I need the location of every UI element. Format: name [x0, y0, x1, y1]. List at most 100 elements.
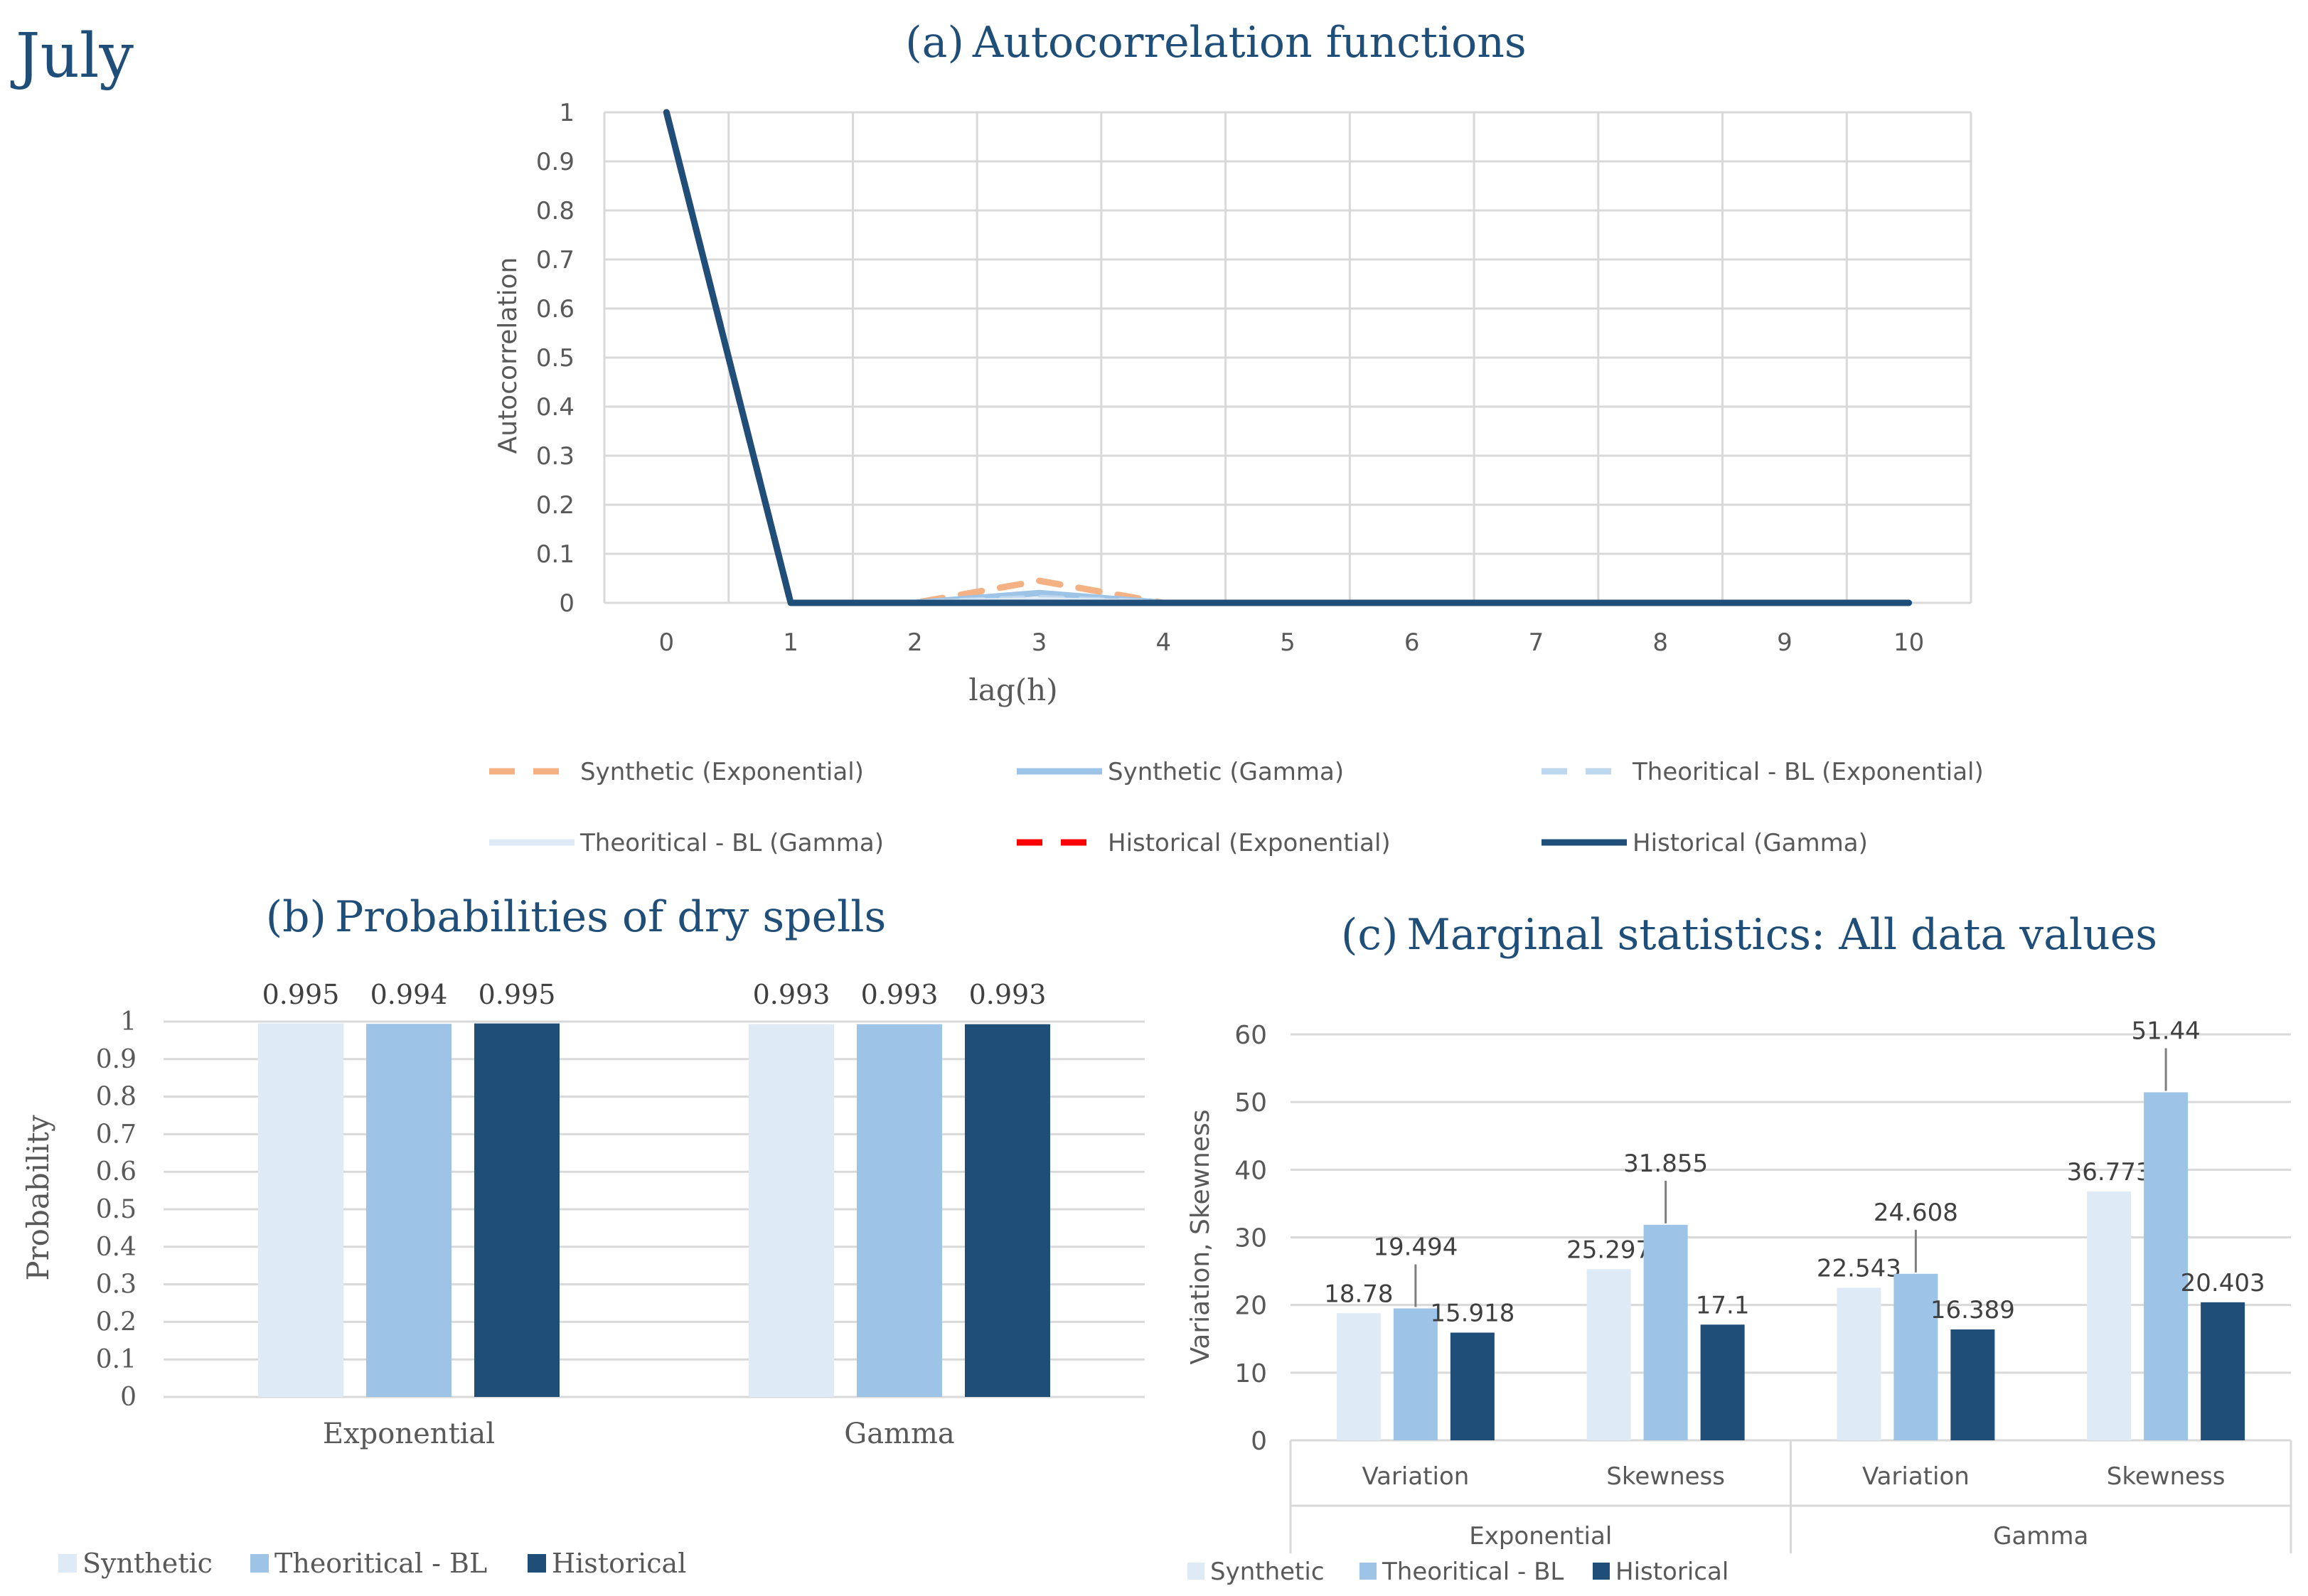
legend-label: Theoritical - BL [1382, 1558, 1564, 1586]
y-tick-label: 0.2 [96, 1307, 137, 1337]
y-tick-label: 0.7 [536, 246, 575, 274]
x-tick-label: 0 [659, 628, 675, 657]
x-tick-label: 6 [1404, 628, 1420, 657]
panel-a-title: (a) Autocorrelation functions [905, 18, 1526, 68]
panel-b-title: (b) Probabilities of dry spells [266, 892, 887, 942]
y-tick-label: 20 [1234, 1292, 1267, 1321]
x-tick-label: 2 [907, 628, 923, 657]
bar [1586, 1269, 1631, 1440]
bar [474, 1023, 560, 1397]
legend-label: Theoritical - BL (Exponential) [1632, 758, 1984, 786]
bar [749, 1024, 834, 1397]
bar-value-label: 20.403 [2181, 1269, 2265, 1297]
y-tick-label: 0.6 [96, 1157, 137, 1187]
category-label: Skewness [2107, 1462, 2226, 1491]
bar [258, 1023, 343, 1397]
bar [965, 1024, 1050, 1397]
bar [1837, 1287, 1881, 1440]
bar [2087, 1191, 2132, 1440]
y-tick-label: 1 [559, 99, 575, 127]
y-tick-label: 10 [1234, 1359, 1267, 1388]
bar [1950, 1329, 1995, 1440]
panel-b-bars: 0.995 0.994 0.995 0.993 0.993 0.993 [258, 979, 1050, 1397]
y-tick-label: 0.4 [536, 393, 575, 422]
x-tick-label: 3 [1032, 628, 1047, 657]
y-tick-label: 0.4 [96, 1233, 137, 1262]
bar-value-label: 19.494 [1373, 1233, 1458, 1261]
x-tick-label: 5 [1280, 628, 1295, 657]
panel-c-title: (c) Marginal statistics: All data values [1341, 910, 2157, 960]
bar [1700, 1324, 1745, 1440]
y-tick-label: 40 [1234, 1156, 1267, 1185]
bar-value-label: 16.389 [1930, 1296, 2015, 1324]
panel-b-y-axis-label: Probability [21, 1115, 55, 1281]
legend-swatch [1359, 1563, 1377, 1580]
bar-value-label: 18.78 [1324, 1280, 1393, 1308]
bar [1450, 1332, 1495, 1440]
x-tick-label: 4 [1155, 628, 1171, 657]
bar [1893, 1273, 1938, 1440]
y-tick-label: 0 [1251, 1427, 1267, 1456]
bar-value-label: 51.44 [2131, 1017, 2200, 1045]
legend-swatch [1593, 1563, 1610, 1580]
panel-a-series-lines [663, 109, 1913, 606]
y-tick-label: 0.5 [536, 344, 575, 373]
bar [2201, 1302, 2245, 1440]
panel-a-title-text: Autocorrelation functions [972, 18, 1527, 68]
y-tick-label: 0.9 [96, 1045, 137, 1074]
y-tick-label: 60 [1234, 1021, 1267, 1050]
x-tick-label: 1 [783, 628, 798, 657]
bar [1393, 1308, 1438, 1440]
panel-a-y-axis-label: Autocorrelation [493, 257, 523, 454]
panel-c-y-tick-labels: 0 10 20 30 40 50 60 [1234, 1021, 1267, 1456]
bar-value-label: 36.773 [2067, 1158, 2152, 1187]
panel-c-y-axis-label: Variation, Skewness [1186, 1109, 1215, 1364]
bar-value-label: 22.543 [1817, 1254, 1901, 1282]
panel-c-bars: 18.78 19.494 15.918 25.297 31.855 17.1 22.543 2… [1324, 1017, 2265, 1440]
legend-label: Historical [552, 1548, 686, 1579]
legend-swatch [528, 1554, 546, 1573]
category-label: Gamma [844, 1418, 955, 1450]
bar [1336, 1313, 1381, 1440]
category-label: Skewness [1606, 1462, 1725, 1491]
panel-a-legend: Synthetic (Exponential) Synthetic (Gamma)… [489, 758, 1984, 857]
category-label: Variation [1362, 1462, 1469, 1491]
bar-value-label: 15.918 [1430, 1300, 1514, 1328]
bar-value-label: 24.608 [1874, 1199, 1958, 1227]
bar-value-label: 0.993 [969, 979, 1047, 1010]
y-tick-label: 0.1 [96, 1345, 137, 1374]
y-tick-label: 0.3 [536, 442, 575, 471]
y-tick-label: 0.9 [536, 148, 575, 176]
y-tick-label: 0.5 [96, 1195, 137, 1224]
x-tick-label: 8 [1652, 628, 1668, 657]
y-tick-label: 0.7 [96, 1120, 137, 1149]
panel-b-title-prefix: (b) [266, 892, 326, 942]
y-tick-label: 1 [120, 1007, 137, 1037]
panel-b-dry-spells: (b) Probabilities of dry spells 0 0.1 0.2 0.… [21, 892, 1145, 1579]
group-label: Exponential [1469, 1522, 1612, 1551]
panel-c-legend: Synthetic Theoritical - BL Historical [1187, 1558, 1729, 1586]
bar-value-label: 0.993 [753, 979, 830, 1010]
legend-label: Historical (Gamma) [1633, 829, 1868, 857]
panel-a-gridlines [603, 111, 1972, 604]
bar [857, 1024, 942, 1397]
legend-label: Synthetic [82, 1548, 213, 1579]
bar [366, 1024, 452, 1397]
legend-label: Historical [1615, 1558, 1729, 1586]
y-tick-label: 0.1 [536, 540, 575, 569]
x-tick-label: 9 [1777, 628, 1793, 657]
legend-label: Theoritical - BL [274, 1548, 487, 1579]
y-tick-label: 0 [120, 1383, 137, 1412]
panel-c-category-labels: Variation Skewness Variation Skewness Expone… [1289, 1440, 2292, 1553]
panel-b-title-text: Probabilities of dry spells [335, 892, 886, 942]
y-tick-label: 0 [559, 589, 575, 618]
x-tick-label: 7 [1529, 628, 1544, 657]
bar-value-label: 17.1 [1696, 1291, 1750, 1319]
legend-label: Theoritical - BL (Gamma) [579, 829, 884, 857]
y-tick-label: 50 [1234, 1088, 1267, 1118]
panel-b-legend: Synthetic Theoritical - BL Historical [58, 1548, 686, 1579]
legend-label: Synthetic (Exponential) [580, 758, 864, 786]
legend-label: Synthetic (Gamma) [1108, 758, 1344, 786]
panel-a-y-tick-labels: 0 0.1 0.2 0.3 0.4 0.5 0.6 0.7 0.8 0.9 1 [536, 99, 575, 618]
